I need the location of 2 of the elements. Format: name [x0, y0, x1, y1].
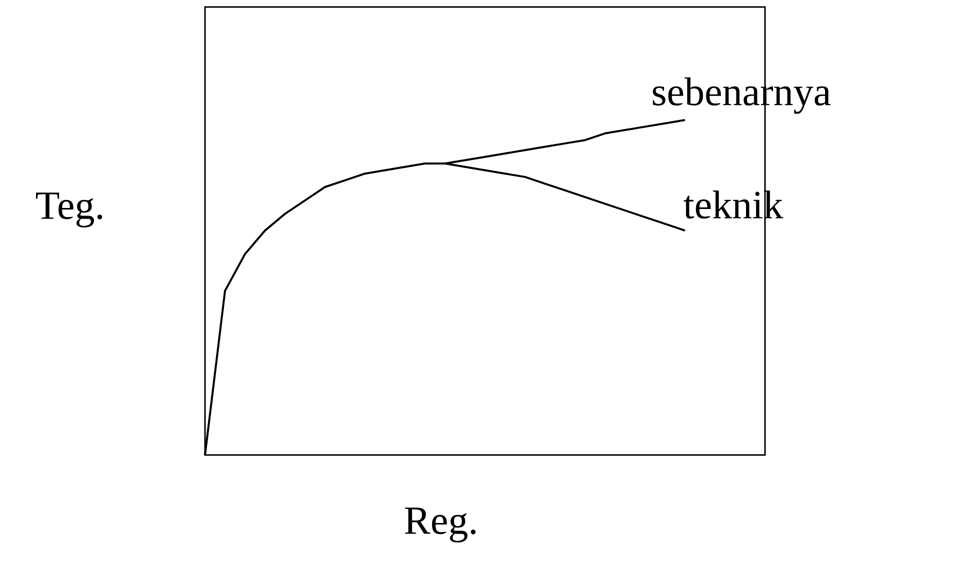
x-axis-title: Reg.	[404, 508, 476, 542]
y-axis-title: Teg.	[36, 192, 102, 228]
